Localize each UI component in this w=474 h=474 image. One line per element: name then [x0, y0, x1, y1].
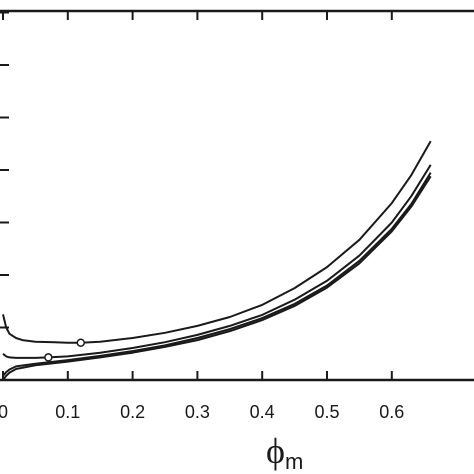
- x-axis-symbol: ϕ: [266, 431, 285, 471]
- x-tick-label-5: 0.5: [314, 402, 339, 422]
- x-tick-label-3: 0.3: [185, 402, 210, 422]
- x-tick-label-1: 0.1: [55, 402, 80, 422]
- x-axis-title: ϕm: [266, 431, 303, 474]
- series-layer: [2, 140, 432, 381]
- series-1-marker-0: [76, 338, 86, 347]
- series-line-1: [2, 140, 432, 344]
- series-line-2: [2, 164, 432, 359]
- x-axis-subscript: m: [285, 449, 303, 474]
- x-tick-label-4: 0.4: [250, 402, 275, 422]
- x-tick-label-2: 0.2: [120, 402, 145, 422]
- y-axis-ticks: [0, 11, 9, 329]
- series-line-4: [2, 175, 432, 381]
- x-tick-label-0: 0: [0, 402, 8, 422]
- plot-frame: [0, 9, 474, 382]
- series-2-marker-0: [44, 353, 53, 362]
- x-tick-label-6: 0.6: [379, 402, 404, 422]
- series-line-3: [2, 172, 432, 377]
